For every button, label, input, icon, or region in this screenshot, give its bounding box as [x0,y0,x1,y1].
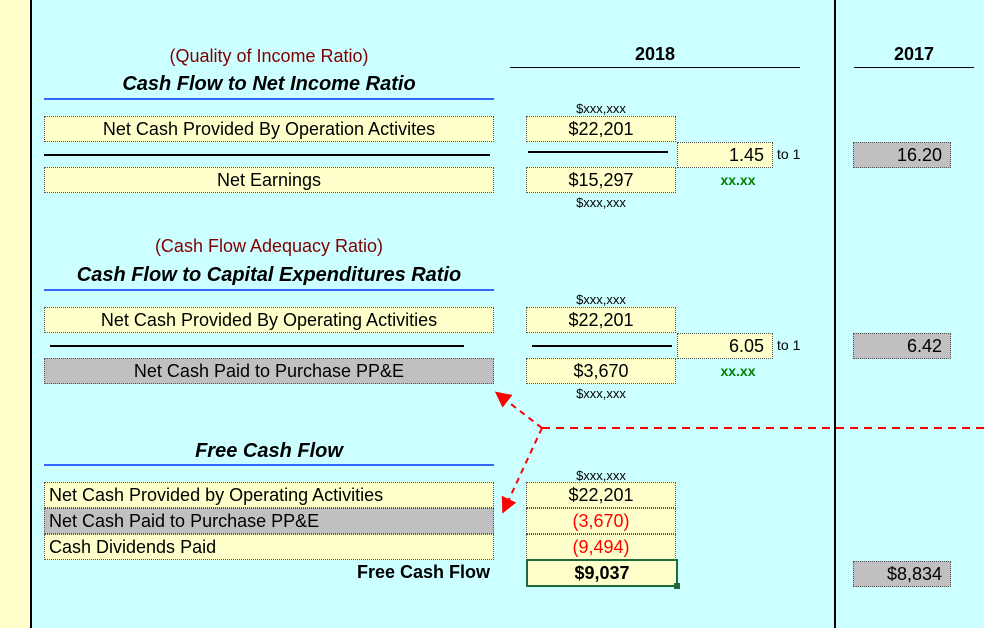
year-2017-underline [854,67,974,68]
year-2018-underline [510,67,800,68]
year-2018-header: 2018 [634,44,676,64]
fraction-line [532,345,672,347]
reference-arrows [494,391,984,514]
cash-flow-ratio-value[interactable]: 1.45 [677,142,773,168]
net-cash-operating-label[interactable]: Net Cash Provided By Operating Activitie… [44,307,494,333]
to-one-label: to 1 [777,337,801,353]
format-placeholder: $xxx,xxx [576,101,626,116]
net-cash-operating-value[interactable]: $22,201 [526,307,676,333]
format-placeholder: $xxx,xxx [576,292,626,307]
free-cash-flow-total-label: Free Cash Flow [356,562,490,582]
free-cash-flow-title: Free Cash Flow [195,440,343,462]
quality-of-income-subtitle: (Quality of Income Ratio) [169,46,369,66]
row-header-strip [0,0,32,628]
cash-flow-adequacy-subtitle: (Cash Flow Adequacy Ratio) [154,236,384,256]
format-placeholder: $xxx,xxx [576,195,626,210]
net-earnings-label[interactable]: Net Earnings [44,167,494,193]
arrow-to-ppe-label [494,391,543,429]
net-cash-operation-label[interactable]: Net Cash Provided By Operation Activites [44,116,494,142]
net-cash-ppe-label[interactable]: Net Cash Paid to Purchase PP&E [44,358,494,384]
ratio-format-placeholder: xx.xx [720,172,756,188]
fcf-row-value[interactable]: (9,494) [526,534,676,560]
ratio-format-placeholder: xx.xx [720,363,756,379]
fraction-line [44,154,490,156]
section2-underline [44,289,494,291]
fcf-row-label[interactable]: Cash Dividends Paid [44,534,494,560]
format-placeholder: $xxx,xxx [576,468,626,483]
column-divider [834,0,836,628]
net-earnings-value[interactable]: $15,297 [526,167,676,193]
format-placeholder: $xxx,xxx [576,386,626,401]
capex-ratio-value[interactable]: 6.05 [677,333,773,359]
prior-ratio-value[interactable]: 6.42 [853,333,951,359]
net-cash-operation-value[interactable]: $22,201 [526,116,676,142]
fraction-line [528,151,668,153]
year-2017-header: 2017 [893,44,935,64]
section3-underline [44,464,494,466]
to-one-label: to 1 [777,146,801,162]
arrow-to-ppe-row [501,427,543,514]
cash-flow-to-capex-title: Cash Flow to Capital Expenditures Ratio [76,264,462,286]
cell-fill-handle[interactable] [674,583,680,589]
fcf-row-label[interactable]: Net Cash Paid to Purchase PP&E [44,508,494,534]
free-cash-flow-total-value[interactable]: $9,037 [526,559,678,587]
section1-underline [44,98,494,100]
fcf-row-value[interactable]: (3,670) [526,508,676,534]
net-cash-ppe-value[interactable]: $3,670 [526,358,676,384]
fcf-row-value[interactable]: $22,201 [526,482,676,508]
prior-ratio-value[interactable]: 16.20 [853,142,951,168]
fcf-row-label[interactable]: Net Cash Provided by Operating Activitie… [44,482,494,508]
fraction-line [50,345,464,347]
prior-free-cash-flow-value[interactable]: $8,834 [853,561,951,587]
cash-flow-to-net-income-title: Cash Flow to Net Income Ratio [122,73,416,95]
